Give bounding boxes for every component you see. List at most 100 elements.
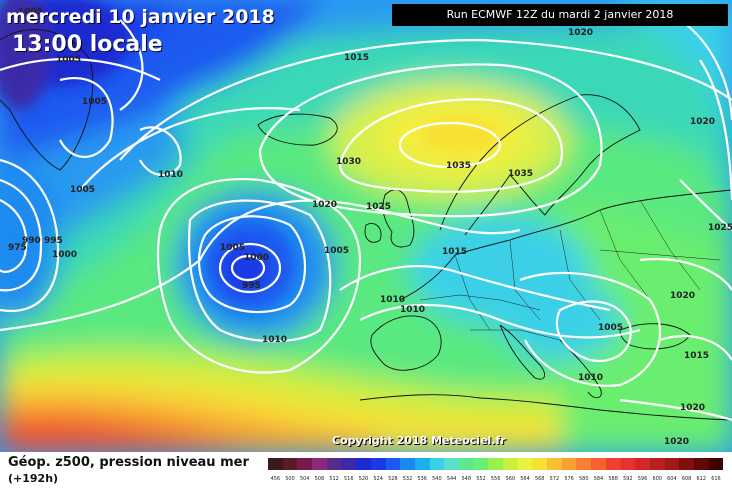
color-scale-cell bbox=[708, 458, 724, 470]
pressure-label: 1035 bbox=[446, 161, 471, 171]
color-scale-cell bbox=[693, 458, 709, 470]
color-scale-tick: 568 bbox=[534, 476, 545, 482]
color-scale-cell bbox=[561, 458, 577, 470]
weather-map: 1005 1005 1005 1005 1015 1010 1005 975 9… bbox=[0, 0, 732, 452]
pressure-label: 1005 bbox=[58, 41, 83, 51]
pressure-label: 1010 bbox=[380, 295, 405, 305]
pressure-label: 1020 bbox=[664, 437, 689, 447]
color-scale-cell bbox=[488, 458, 503, 470]
color-scale-tick: 512 bbox=[329, 476, 339, 482]
isobars bbox=[0, 19, 732, 422]
color-scale-cell bbox=[341, 458, 357, 470]
pressure-label: 1010 bbox=[578, 373, 603, 383]
color-scale-tick: 508 bbox=[314, 476, 325, 482]
color-scale-tick: 532 bbox=[402, 476, 413, 482]
color-scale-tick: 520 bbox=[358, 476, 369, 482]
color-scale-tick: 612 bbox=[696, 476, 707, 482]
pressure-label: 990 bbox=[22, 236, 41, 246]
color-scale-tick: 500 bbox=[285, 476, 295, 482]
color-scale-tick: 456 bbox=[270, 476, 281, 482]
color-scale-cell bbox=[576, 458, 592, 470]
color-scale-tick: 552 bbox=[476, 476, 486, 482]
pressure-label: 1000 bbox=[244, 253, 269, 263]
color-scale-cell bbox=[414, 458, 430, 470]
color-scale-cell bbox=[532, 458, 548, 470]
color-scale-cell bbox=[503, 458, 518, 470]
color-scale-cell bbox=[679, 458, 694, 470]
color-scale-cell bbox=[400, 458, 415, 470]
color-scale-tick: 596 bbox=[637, 476, 648, 482]
pressure-label: 1015 bbox=[442, 247, 467, 257]
pressure-label: 1020 bbox=[312, 200, 337, 210]
pressure-label: 1020 bbox=[680, 403, 705, 413]
color-scale-tick: 564 bbox=[520, 476, 530, 482]
color-scale-tick: 528 bbox=[388, 476, 398, 482]
pressure-label: 1020 bbox=[670, 291, 695, 301]
forecast-hour: (+192h) bbox=[8, 472, 59, 485]
pressure-label: 1005 bbox=[56, 55, 81, 65]
color-scale-cell bbox=[605, 458, 621, 470]
pressure-label: 1005 bbox=[598, 323, 623, 333]
color-scale-tick: 544 bbox=[446, 476, 457, 482]
color-scale-cell bbox=[282, 458, 298, 470]
color-scale-cell bbox=[312, 458, 327, 470]
coastlines bbox=[0, 29, 732, 421]
color-scale-tick: 560 bbox=[505, 476, 516, 482]
color-scale-cell bbox=[517, 458, 533, 470]
color-scale-cell bbox=[268, 458, 283, 470]
pressure-label: 1005 bbox=[82, 97, 107, 107]
color-scale-cell bbox=[326, 458, 342, 470]
color-scale-cell bbox=[356, 458, 371, 470]
chart-title: Géop. z500, pression niveau mer bbox=[8, 455, 249, 470]
color-scale-tick: 580 bbox=[579, 476, 589, 482]
pressure-label: 1025 bbox=[708, 223, 732, 233]
color-scale-cell bbox=[591, 458, 606, 470]
pressure-label: 1015 bbox=[684, 351, 709, 361]
color-scale-cell bbox=[635, 458, 650, 470]
color-scale-cell bbox=[473, 458, 489, 470]
pressure-label: 1005 bbox=[70, 185, 95, 195]
forecast-date: mercredi 10 janvier 2018 bbox=[6, 6, 275, 28]
pressure-label: 995 bbox=[242, 281, 261, 291]
pressure-label: 1005 bbox=[324, 246, 349, 256]
color-scale-tick: 588 bbox=[608, 476, 618, 482]
pressure-label: 1005 bbox=[220, 243, 245, 253]
color-scale-tick: 616 bbox=[711, 476, 721, 482]
run-info-banner: Run ECMWF 12Z du mardi 2 janvier 2018 bbox=[392, 4, 728, 26]
color-scale-tick: 536 bbox=[417, 476, 427, 482]
color-scale-tick: 604 bbox=[667, 476, 677, 482]
pressure-label: 1000 bbox=[52, 250, 77, 260]
color-scale-tick: 540 bbox=[432, 476, 442, 482]
color-scale-cell bbox=[458, 458, 474, 470]
color-scale-cell bbox=[620, 458, 636, 470]
color-scale-cell bbox=[297, 458, 313, 470]
country-borders bbox=[419, 199, 721, 341]
pressure-label: 1010 bbox=[158, 170, 183, 180]
pressure-label: 1025 bbox=[366, 202, 391, 212]
color-scale-tick: 572 bbox=[549, 476, 560, 482]
pressure-labels: 1005 1005 1005 1005 1015 1010 1005 975 9… bbox=[8, 7, 732, 447]
color-scale-tick: 600 bbox=[652, 476, 662, 482]
color-scale-cell bbox=[370, 458, 386, 470]
color-scale-cell bbox=[444, 458, 459, 470]
color-scale-cell bbox=[649, 458, 665, 470]
color-scale-tick: 516 bbox=[344, 476, 354, 482]
pressure-label: 1015 bbox=[344, 53, 369, 63]
pressure-label: 1035 bbox=[508, 169, 533, 179]
pressure-label: 1010 bbox=[400, 305, 425, 315]
color-scale-cell bbox=[385, 458, 401, 470]
color-scale-tick: 548 bbox=[461, 476, 472, 482]
color-scale-tick: 608 bbox=[681, 476, 692, 482]
color-scale-tick: 556 bbox=[490, 476, 501, 482]
copyright-notice: Copyright 2018 Meteociel.fr bbox=[332, 434, 506, 447]
color-scale-tick: 576 bbox=[564, 476, 574, 482]
color-scale-ticks: 456 500 504 508 512 516 520 524 528 532 536 540 544 5… bbox=[268, 476, 723, 482]
pressure-label: 1020 bbox=[568, 28, 593, 38]
color-scale-tick: 504 bbox=[299, 476, 310, 482]
map-footer: Géop. z500, pression niveau mer (+192h) … bbox=[0, 452, 732, 488]
color-scale-cell bbox=[547, 458, 562, 470]
color-scale-cell bbox=[429, 458, 445, 470]
color-scale bbox=[268, 458, 724, 470]
color-scale-tick: 584 bbox=[593, 476, 604, 482]
map-canvas: 1005 1005 1005 1005 1015 1010 1005 975 9… bbox=[0, 0, 732, 452]
